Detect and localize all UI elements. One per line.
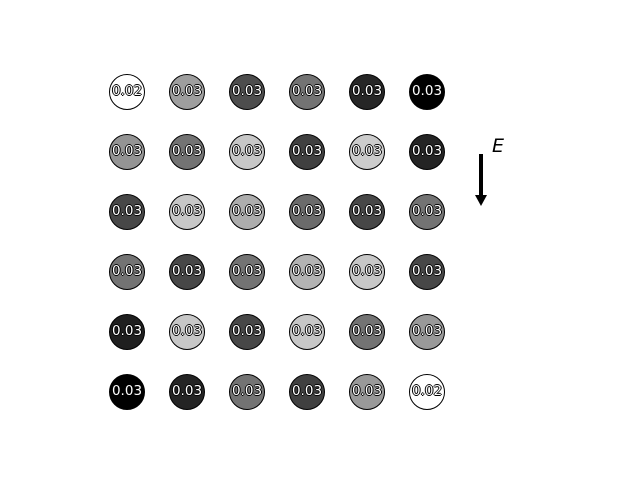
grid-node: 0.03	[109, 374, 145, 410]
field-arrow-icon	[475, 154, 487, 206]
grid-node-value: 0.03	[411, 323, 443, 340]
grid-node-value: 0.03	[411, 203, 443, 220]
grid-node-value: 0.03	[231, 83, 263, 100]
grid-node-value: 0.03	[291, 263, 323, 280]
grid-node: 0.03	[169, 314, 205, 350]
grid-node-value: 0.03	[291, 143, 323, 160]
grid-node: 0.03	[109, 134, 145, 170]
grid-node-value: 0.03	[411, 83, 443, 100]
grid-node-value: 0.03	[291, 83, 323, 100]
grid-node-value: 0.03	[111, 263, 143, 280]
grid-node: 0.02	[109, 74, 145, 110]
grid-node-value: 0.03	[171, 83, 203, 100]
grid-node-value: 0.03	[351, 323, 383, 340]
grid-node: 0.03	[229, 74, 265, 110]
grid-node-value: 0.03	[231, 383, 263, 400]
grid-node-value: 0.03	[111, 383, 143, 400]
grid-node: 0.03	[349, 194, 385, 230]
grid-node: 0.03	[349, 134, 385, 170]
grid-node-value: 0.03	[351, 383, 383, 400]
field-label: E	[492, 135, 505, 157]
grid-node-value: 0.03	[351, 143, 383, 160]
grid-node-value: 0.03	[111, 143, 143, 160]
grid-node: 0.03	[169, 194, 205, 230]
grid-node: 0.03	[409, 194, 445, 230]
grid-node-value: 0.03	[411, 263, 443, 280]
grid-node: 0.03	[169, 134, 205, 170]
grid-node: 0.03	[229, 374, 265, 410]
grid-node: 0.03	[169, 74, 205, 110]
grid-node: 0.03	[289, 254, 325, 290]
grid-node: 0.03	[229, 254, 265, 290]
grid-node-value: 0.02	[111, 83, 143, 100]
grid-node: 0.03	[229, 194, 265, 230]
grid-node-value: 0.03	[171, 383, 203, 400]
grid-node: 0.03	[409, 314, 445, 350]
grid-node: 0.03	[349, 374, 385, 410]
grid-node-value: 0.03	[231, 263, 263, 280]
grid-node: 0.03	[409, 74, 445, 110]
grid-node: 0.02	[409, 374, 445, 410]
grid-node: 0.03	[349, 74, 385, 110]
grid-node-value: 0.03	[291, 323, 323, 340]
grid-node: 0.03	[169, 374, 205, 410]
grid-node: 0.03	[289, 314, 325, 350]
grid-node: 0.03	[109, 194, 145, 230]
grid-node: 0.03	[409, 254, 445, 290]
grid-node-value: 0.03	[291, 203, 323, 220]
grid-node-value: 0.02	[411, 383, 443, 400]
grid-node-value: 0.03	[171, 143, 203, 160]
grid-node-value: 0.03	[171, 203, 203, 220]
grid-node-value: 0.03	[411, 143, 443, 160]
grid-node: 0.03	[349, 254, 385, 290]
grid-node: 0.03	[109, 314, 145, 350]
grid-node: 0.03	[229, 134, 265, 170]
grid-node-value: 0.03	[351, 203, 383, 220]
grid-node: 0.03	[289, 194, 325, 230]
grid-node: 0.03	[289, 134, 325, 170]
grid-node: 0.03	[289, 74, 325, 110]
grid-node-value: 0.03	[171, 323, 203, 340]
grid-node-value: 0.03	[351, 263, 383, 280]
grid-node-value: 0.03	[111, 203, 143, 220]
grid-node: 0.03	[229, 314, 265, 350]
grid-node-value: 0.03	[231, 143, 263, 160]
grid-node-value: 0.03	[231, 203, 263, 220]
grid-node-value: 0.03	[111, 323, 143, 340]
grid-node: 0.03	[409, 134, 445, 170]
grid-node: 0.03	[109, 254, 145, 290]
grid-node-value: 0.03	[231, 323, 263, 340]
grid-node-value: 0.03	[351, 83, 383, 100]
grid-node-value: 0.03	[291, 383, 323, 400]
grid-node: 0.03	[169, 254, 205, 290]
grid-node: 0.03	[289, 374, 325, 410]
grid-node: 0.03	[349, 314, 385, 350]
grid-node-value: 0.03	[171, 263, 203, 280]
